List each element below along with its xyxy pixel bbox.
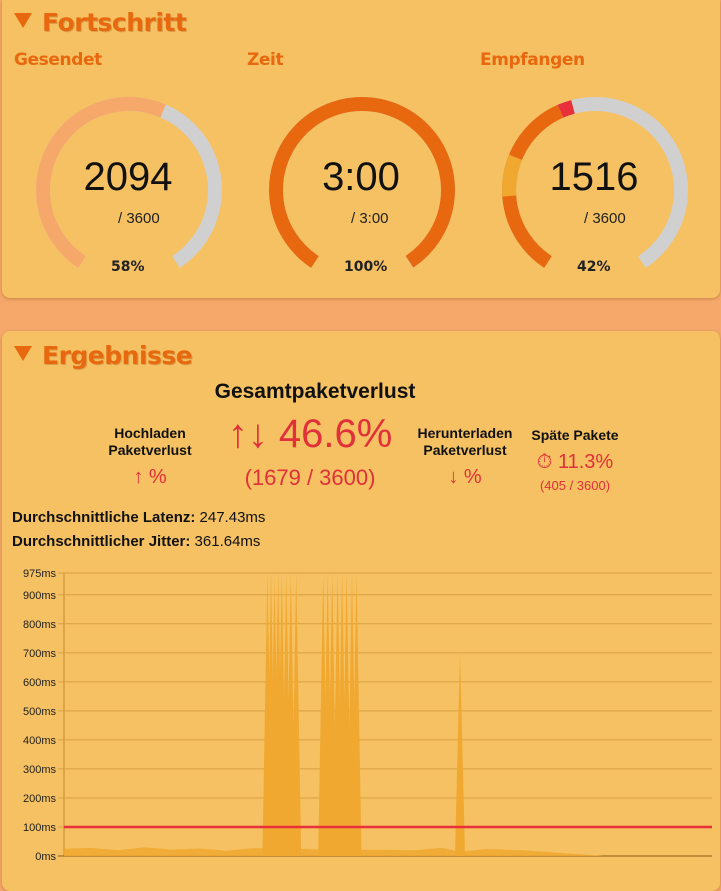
upload-loss-label: Hochladen Paketverlust <box>90 425 210 459</box>
gauge-received-max: / 3600 <box>584 210 626 227</box>
gauge-sent-value: 2094 <box>83 155 173 199</box>
gauge-time-ring <box>269 96 455 268</box>
latency-area <box>64 847 712 856</box>
y-tick-label: 700ms <box>23 648 57 660</box>
gauge-received-percent: 42% <box>577 259 611 275</box>
y-tick-label: 300ms <box>23 764 57 776</box>
collapse-triangle-icon[interactable] <box>14 13 32 28</box>
progress-title[interactable]: Fortschritt <box>14 8 187 37</box>
average-jitter-value: 361.64ms <box>194 533 261 550</box>
chart-grid <box>58 572 712 857</box>
average-latency-label: Durchschnittliche Latenz: <box>12 509 196 526</box>
chart-y-axis-labels: 0ms 100ms 200ms 300ms 400ms 500ms 600ms 700ms 80… <box>23 568 57 863</box>
y-tick-label: 0ms <box>35 851 56 863</box>
total-loss-value: ↑↓ 46.6% <box>227 412 393 456</box>
y-tick-label: 200ms <box>23 793 57 805</box>
gauge-sent: Gesendet 2094 / 3600 58% <box>14 50 224 290</box>
download-loss-label: Herunterladen Paketverlust <box>405 425 525 459</box>
average-jitter-label: Durchschnittlicher Jitter: <box>12 533 191 550</box>
latency-spike <box>351 573 362 856</box>
total-loss-fraction: (1679 / 3600) <box>244 465 376 490</box>
gauge-sent-arc <box>36 96 222 268</box>
average-latency: Durchschnittliche Latenz: 247.43ms <box>12 509 265 526</box>
latency-spike <box>291 573 302 856</box>
progress-title-text: Fortschritt <box>42 8 187 37</box>
latency-spike <box>455 652 465 856</box>
y-tick-label: 975ms <box>23 568 57 580</box>
y-tick-label: 500ms <box>23 706 57 718</box>
chart-data-layer <box>64 573 712 856</box>
gauge-time: Zeit 3:00 / 3:00 100% <box>247 50 457 290</box>
gauge-received-ring <box>502 96 688 268</box>
y-tick-label: 400ms <box>23 735 57 747</box>
gauge-time-max: / 3:00 <box>351 210 389 227</box>
total-loss-title: Gesamtpaketverlust <box>214 380 416 403</box>
download-loss-label-line2: Paketverlust <box>423 442 507 458</box>
average-latency-value: 247.43ms <box>199 509 266 526</box>
gauge-time-label: Zeit <box>247 50 284 70</box>
collapse-triangle-icon[interactable] <box>14 346 32 361</box>
results-title[interactable]: Ergebnisse <box>14 341 193 370</box>
y-tick-label: 600ms <box>23 677 57 689</box>
upload-loss-value: ↑ % <box>133 466 167 488</box>
average-jitter: Durchschnittlicher Jitter: 361.64ms <box>12 533 260 550</box>
gauge-sent-percent: 58% <box>111 259 145 275</box>
upload-loss-label-line2: Paketverlust <box>108 442 192 458</box>
gauge-time-value: 3:00 <box>322 155 400 199</box>
gauge-received-label: Empfangen <box>480 50 585 70</box>
upload-loss-label-line1: Hochladen <box>114 425 186 441</box>
progress-card: Fortschritt Gesendet 2094 / 3600 58% Zei… <box>2 0 720 298</box>
download-loss-value: ↓ % <box>448 466 482 488</box>
gauge-sent-label: Gesendet <box>14 50 102 70</box>
gauge-received: Empfangen 1516 / 3600 42% <box>480 50 690 290</box>
results-title-text: Ergebnisse <box>42 341 193 370</box>
y-tick-label: 100ms <box>23 822 57 834</box>
gauge-time-arc <box>269 96 455 268</box>
late-packets-fraction: (405 / 3600) <box>539 478 611 493</box>
late-packets-label: Späte Pakete <box>531 427 619 443</box>
latency-chart: 0ms 100ms 200ms 300ms 400ms 500ms 600ms 700ms 80… <box>23 568 712 863</box>
late-packets-value: ⏱ 11.3% <box>536 451 614 473</box>
gauge-time-percent: 100% <box>344 259 388 275</box>
y-tick-label: 800ms <box>23 619 57 631</box>
y-tick-label: 900ms <box>23 590 57 602</box>
gauge-received-arc <box>502 96 688 268</box>
download-loss-label-line1: Herunterladen <box>417 425 513 441</box>
gauge-sent-max: / 3600 <box>118 210 160 227</box>
gauge-sent-ring <box>36 96 222 268</box>
gauge-received-value: 1516 <box>549 155 639 199</box>
